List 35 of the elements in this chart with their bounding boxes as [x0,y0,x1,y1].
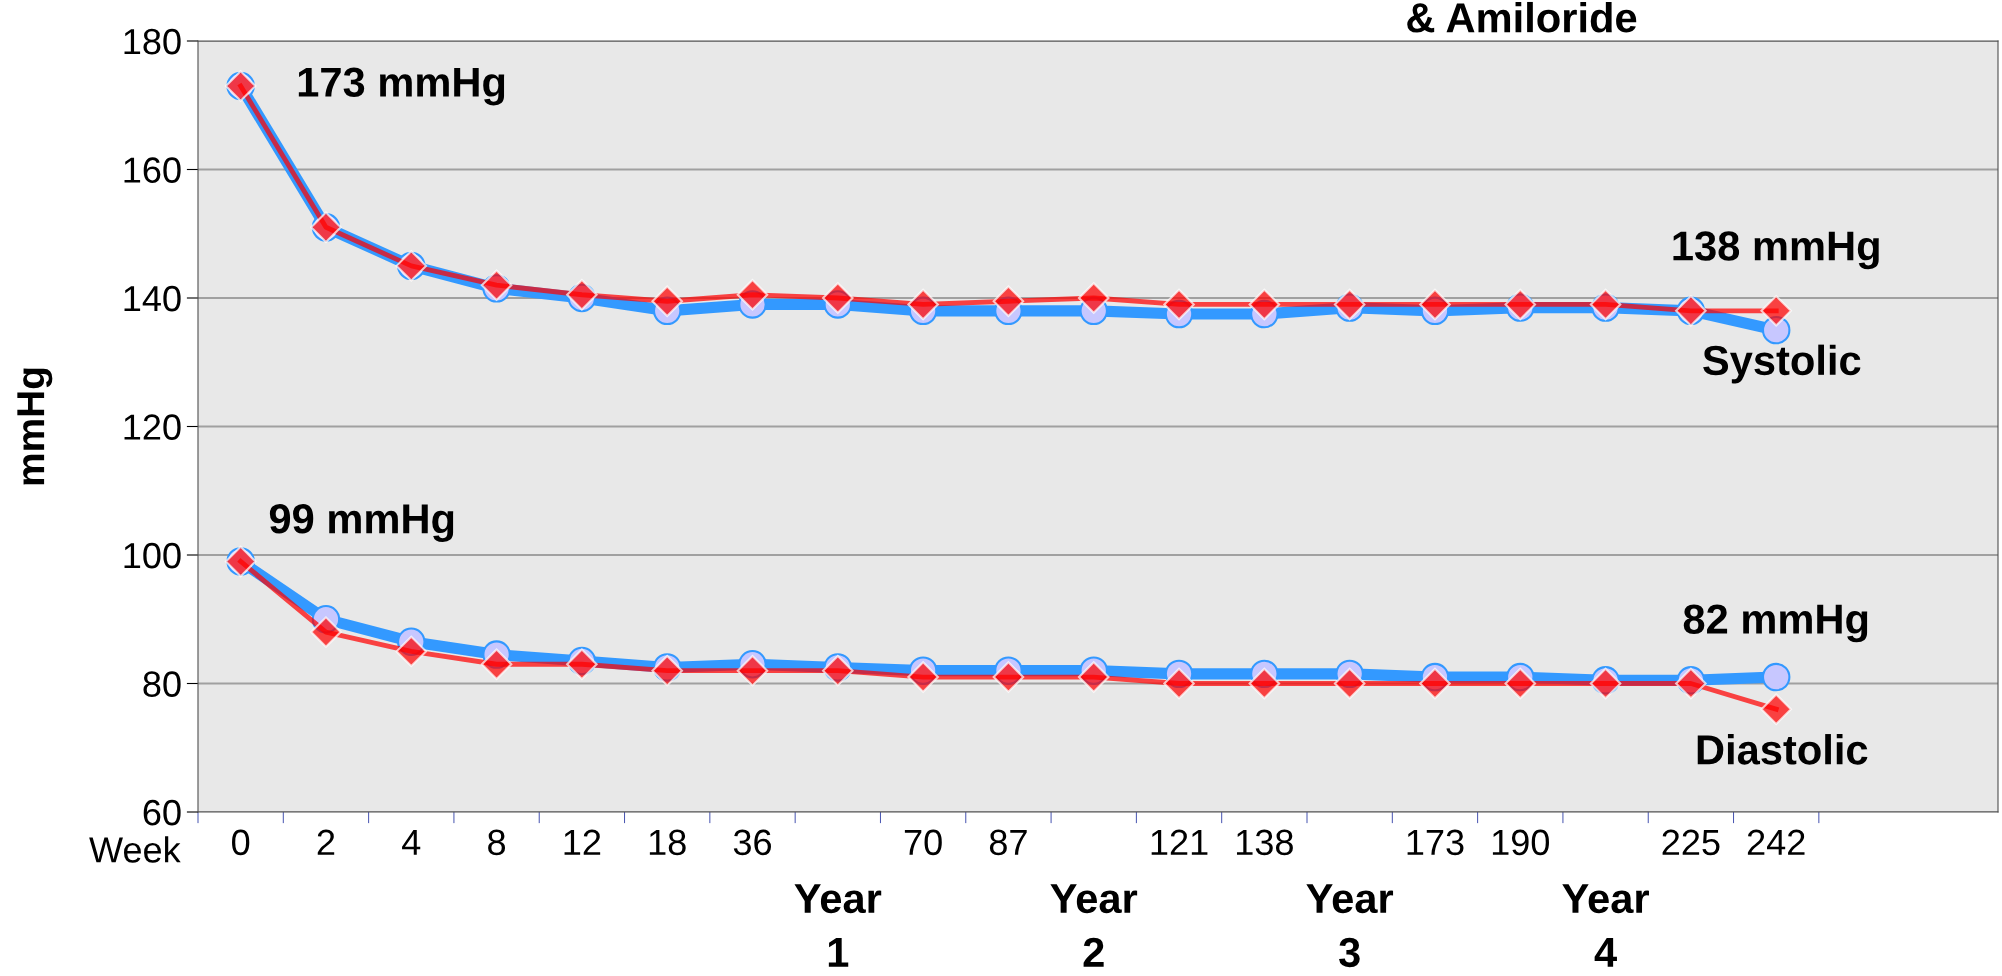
annotation: Diastolic [1697,734,1868,765]
y-tick-label: 160 [124,157,181,183]
y-tick-label: 140 [124,285,181,312]
x-tick-label: Year 1 [794,884,882,967]
x-tick-label: Year 4 [1562,884,1649,967]
y-tick-label: 60 [143,799,181,826]
x-tick-label: 70 [904,829,942,856]
x-tick-label: 18 [649,829,686,856]
x-tick-label: 173 [1407,829,1464,856]
x-tick-label: 36 [733,829,771,856]
x-tick-label: Year 3 [1306,884,1394,968]
x-tick-label: 190 [1492,829,1549,856]
x-tick-label: 0 [232,829,250,856]
x-tick-label: 12 [564,829,601,855]
chart-title: & Amiloride [1407,1,1637,33]
annotation: Systolic [1703,344,1861,384]
x-tick-label: 2 [317,829,335,855]
annotation: 99 mmHg [269,504,454,542]
annotation: 173 mmHg [298,67,505,106]
x-tick-label: 4 [402,829,421,855]
y-tick-label: 100 [124,542,181,569]
x-tick-label: 138 [1236,829,1293,856]
y-tick-label: 180 [124,28,181,55]
y-tick-label: 80 [143,671,181,697]
x-tick-label: 225 [1662,829,1720,856]
x-tick-label: 8 [488,829,506,856]
x-axis-title: Week [89,836,181,863]
annotation: 82 mmHg [1683,604,1868,643]
x-tick-label: 242 [1747,829,1805,855]
x-tick-label: Year 2 [1050,884,1138,967]
x-tick-label: 121 [1151,829,1208,855]
annotation: 138 mmHg [1673,231,1879,270]
y-axis-title: mmHg [17,368,53,485]
x-tick-label: 87 [989,829,1027,856]
y-tick-label: 120 [124,414,181,440]
